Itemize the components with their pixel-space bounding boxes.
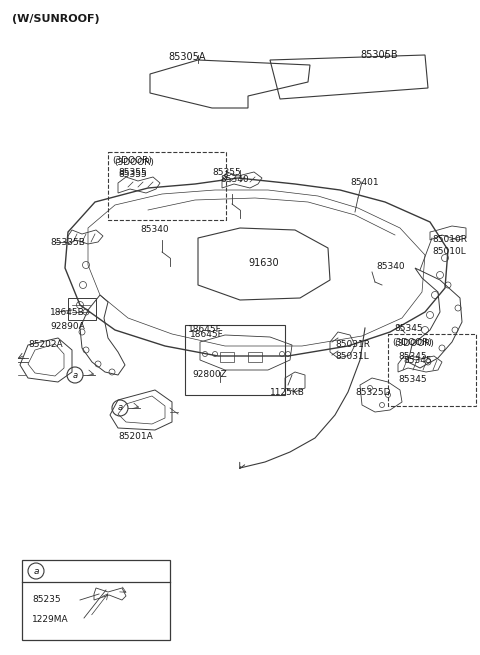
Text: 18645F: 18645F: [188, 325, 222, 334]
Bar: [22, 560, 170, 640]
Text: 85010L: 85010L: [432, 247, 466, 256]
Text: 91630: 91630: [248, 258, 278, 268]
Text: 85010R: 85010R: [432, 235, 467, 244]
Bar: [108, 152, 226, 220]
Text: 85305A: 85305A: [168, 52, 205, 62]
Text: a: a: [118, 403, 122, 413]
Text: 85340: 85340: [376, 262, 405, 271]
Text: 85201A: 85201A: [118, 432, 153, 441]
Text: (3DOOR): (3DOOR): [114, 158, 154, 167]
Text: 85345: 85345: [394, 324, 422, 333]
Text: 1229MA: 1229MA: [32, 615, 69, 624]
Text: 85325D: 85325D: [355, 388, 391, 397]
Text: 85305B: 85305B: [360, 50, 397, 60]
Text: 92890A: 92890A: [50, 322, 85, 331]
Text: 85340: 85340: [220, 175, 249, 184]
Text: a: a: [33, 567, 39, 576]
Text: 85235: 85235: [32, 595, 60, 604]
Text: 85335B: 85335B: [50, 238, 85, 247]
Text: (3DOOR): (3DOOR): [394, 339, 434, 348]
Bar: [388, 334, 476, 406]
Text: 92800Z: 92800Z: [192, 370, 227, 379]
Text: 85031R: 85031R: [335, 340, 370, 349]
Text: 85345: 85345: [398, 375, 427, 384]
Text: (3DOOR): (3DOOR): [112, 156, 152, 165]
Text: a: a: [72, 371, 78, 379]
Text: 85202A: 85202A: [28, 340, 62, 349]
Text: (3DOOR): (3DOOR): [392, 338, 432, 347]
Text: 85340: 85340: [140, 225, 168, 234]
Bar: [220, 352, 234, 362]
Text: 1125KB: 1125KB: [270, 388, 305, 397]
Text: 85355: 85355: [118, 170, 147, 179]
Text: 85355: 85355: [212, 168, 241, 177]
Text: 85401: 85401: [350, 178, 379, 187]
Text: (W/SUNROOF): (W/SUNROOF): [12, 14, 100, 24]
Text: 85355: 85355: [118, 168, 147, 177]
Text: 85345: 85345: [403, 356, 432, 365]
Text: 85345: 85345: [398, 352, 427, 361]
Text: 18645F: 18645F: [190, 330, 224, 339]
Bar: [68, 298, 96, 320]
Bar: [185, 325, 285, 395]
Text: 85031L: 85031L: [335, 352, 369, 361]
Text: 18645B: 18645B: [50, 308, 85, 317]
Bar: [248, 352, 262, 362]
